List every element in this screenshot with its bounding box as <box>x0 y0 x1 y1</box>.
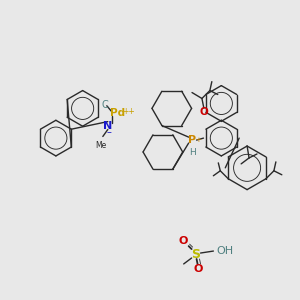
Text: +: + <box>196 137 201 143</box>
Text: N: N <box>103 121 112 130</box>
Text: ++: ++ <box>122 107 135 116</box>
Text: –: – <box>106 128 111 138</box>
Text: Pd: Pd <box>110 108 125 118</box>
Text: O: O <box>179 236 188 246</box>
Text: O: O <box>194 264 203 274</box>
Text: H: H <box>189 148 196 157</box>
Text: S: S <box>191 248 200 260</box>
Text: O: O <box>200 107 208 117</box>
Text: OH: OH <box>216 246 233 256</box>
Text: P: P <box>188 135 196 145</box>
Text: Me: Me <box>95 141 106 150</box>
Text: C: C <box>102 100 109 110</box>
